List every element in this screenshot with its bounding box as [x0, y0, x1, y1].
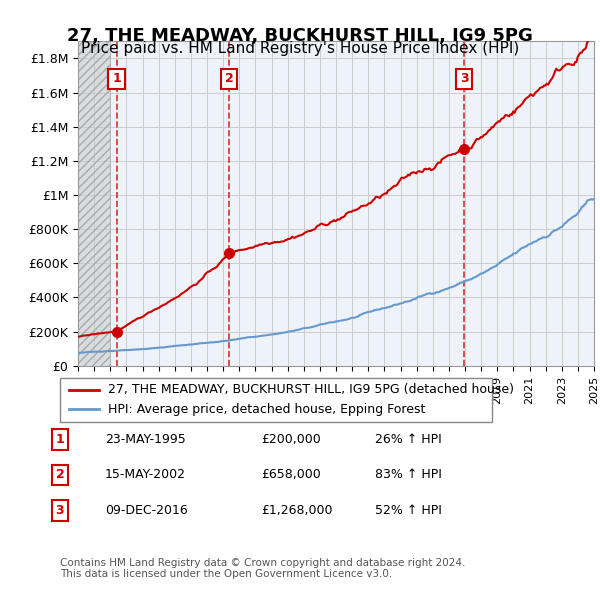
Text: HPI: Average price, detached house, Epping Forest: HPI: Average price, detached house, Eppi… — [107, 403, 425, 416]
Text: 15-MAY-2002: 15-MAY-2002 — [105, 468, 186, 481]
Bar — [78, 41, 110, 366]
Text: 27, THE MEADWAY, BUCKHURST HILL, IG9 5PG (detached house): 27, THE MEADWAY, BUCKHURST HILL, IG9 5PG… — [107, 384, 514, 396]
Text: Contains HM Land Registry data © Crown copyright and database right 2024.
This d: Contains HM Land Registry data © Crown c… — [60, 558, 466, 579]
FancyBboxPatch shape — [60, 378, 492, 422]
Text: £658,000: £658,000 — [261, 468, 321, 481]
Bar — [78, 41, 110, 366]
Text: 83% ↑ HPI: 83% ↑ HPI — [375, 468, 442, 481]
Text: 1: 1 — [56, 433, 64, 446]
Text: 1: 1 — [112, 73, 121, 86]
Text: 3: 3 — [460, 73, 469, 86]
Text: 2: 2 — [56, 468, 64, 481]
Text: 3: 3 — [56, 504, 64, 517]
Text: £1,268,000: £1,268,000 — [261, 504, 332, 517]
Text: 52% ↑ HPI: 52% ↑ HPI — [375, 504, 442, 517]
Text: 26% ↑ HPI: 26% ↑ HPI — [375, 433, 442, 446]
Text: 2: 2 — [225, 73, 233, 86]
Text: Price paid vs. HM Land Registry's House Price Index (HPI): Price paid vs. HM Land Registry's House … — [81, 41, 519, 56]
Text: 27, THE MEADWAY, BUCKHURST HILL, IG9 5PG: 27, THE MEADWAY, BUCKHURST HILL, IG9 5PG — [67, 27, 533, 45]
Text: 09-DEC-2016: 09-DEC-2016 — [105, 504, 188, 517]
Text: 23-MAY-1995: 23-MAY-1995 — [105, 433, 186, 446]
Text: £200,000: £200,000 — [261, 433, 321, 446]
